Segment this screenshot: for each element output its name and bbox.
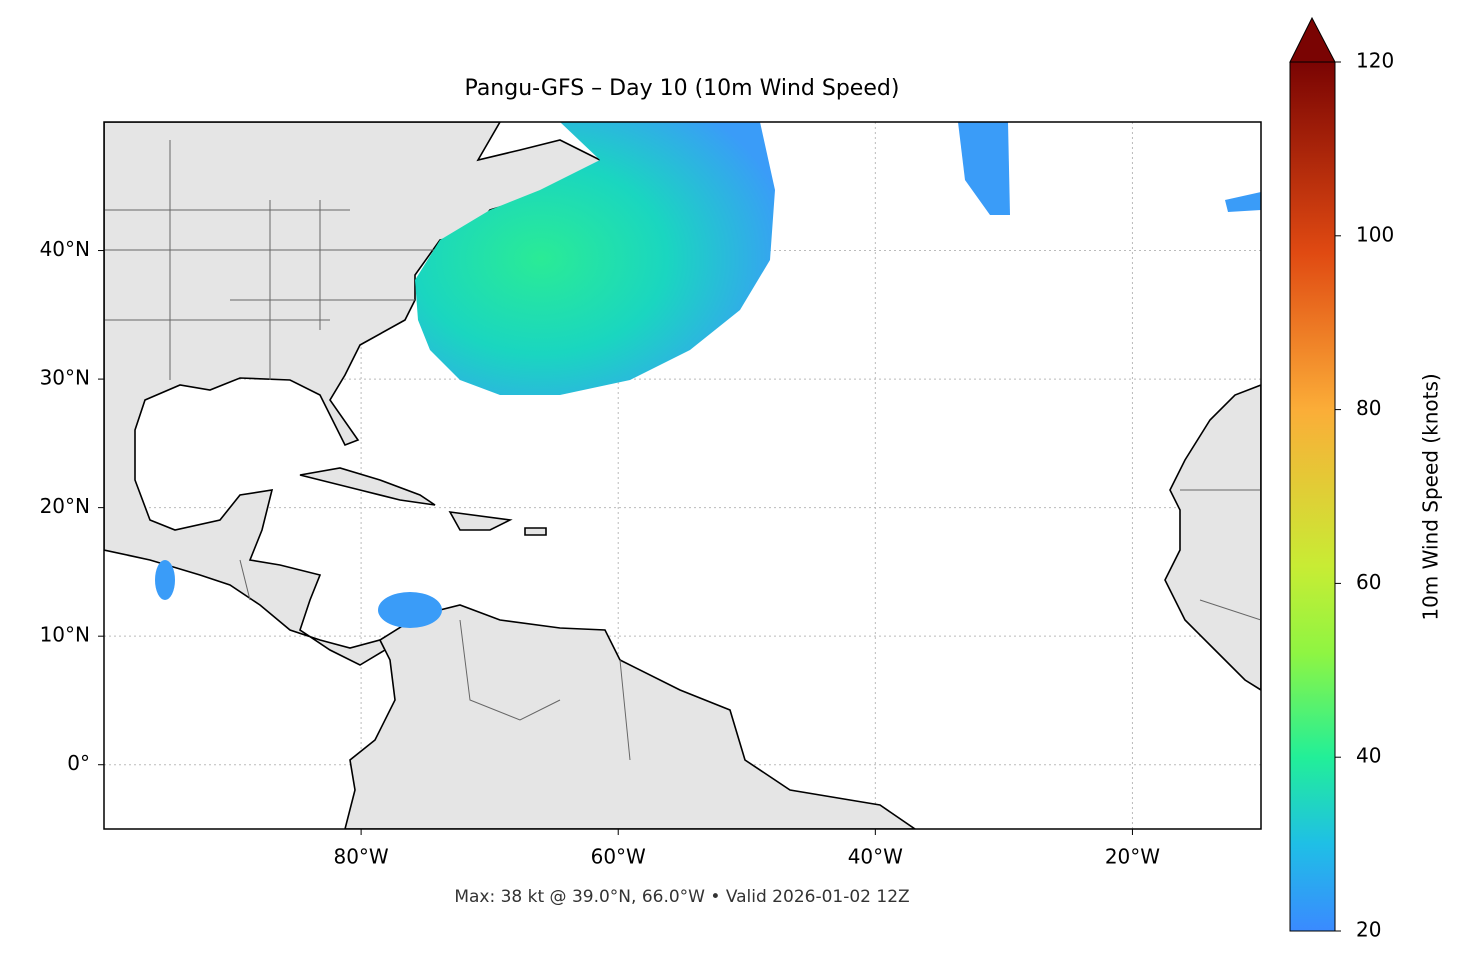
wind-patch bbox=[1225, 192, 1261, 212]
y-tick-label: 40°N bbox=[40, 237, 90, 261]
colorbar-tick-label: 40 bbox=[1356, 744, 1381, 768]
wind-patch bbox=[958, 122, 1010, 215]
map-frame bbox=[103, 121, 1262, 830]
y-tick-label: 10°N bbox=[40, 623, 90, 647]
y-tick-label: 20°N bbox=[40, 494, 90, 518]
x-tick-label: 20°W bbox=[1105, 845, 1160, 869]
colorbar-tick-label: 120 bbox=[1356, 49, 1394, 73]
puerto-rico bbox=[524, 527, 547, 536]
colorbar-label: 10m Wind Speed (knots) bbox=[1419, 373, 1443, 620]
colorbar-extend bbox=[1289, 16, 1336, 63]
axes: 80°W 60°W 40°W 20°W 0° 10°N 20°N 30°N 40°N bbox=[40, 237, 1161, 868]
colorbar-tick-label: 60 bbox=[1356, 570, 1381, 594]
wind-patch bbox=[155, 560, 175, 600]
colorbar-tick-label: 80 bbox=[1356, 396, 1381, 420]
map bbox=[104, 122, 1261, 829]
south-america bbox=[344, 604, 917, 829]
colorbar-tick-label: 20 bbox=[1356, 918, 1381, 942]
wind-patch bbox=[378, 592, 442, 628]
y-tick-label: 0° bbox=[67, 751, 90, 775]
wind-swath bbox=[415, 122, 775, 395]
hispaniola bbox=[448, 510, 513, 531]
colorbar-tick-label: 100 bbox=[1356, 222, 1394, 246]
y-tick-label: 30°N bbox=[40, 366, 90, 390]
footnote: Max: 38 kt @ 39.0°N, 66.0°W • Valid 2026… bbox=[454, 887, 909, 907]
colorbar bbox=[1289, 61, 1336, 932]
title: Pangu-GFS – Day 10 (10m Wind Speed) bbox=[465, 76, 900, 101]
state-borders bbox=[104, 140, 1261, 761]
africa bbox=[1164, 384, 1261, 691]
x-tick-label: 40°W bbox=[848, 845, 903, 869]
x-tick-label: 60°W bbox=[591, 845, 646, 869]
cuba bbox=[299, 467, 436, 506]
x-tick-label: 80°W bbox=[333, 845, 388, 869]
